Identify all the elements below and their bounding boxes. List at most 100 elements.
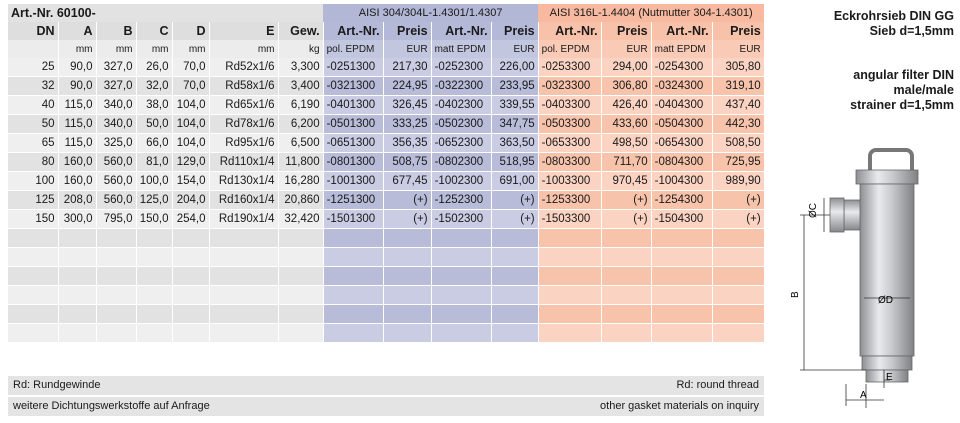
empty-cell [209,285,279,305]
empty-cell [58,285,97,305]
table-cell: 339,55 [491,95,539,115]
table-cell: 104,0 [172,133,210,153]
table-cell: 80 [8,152,59,172]
table-cell: 70,0 [172,76,210,96]
empty-cell [96,247,137,267]
table-cell: -0251300 [323,58,384,77]
unit-cell: EUR [491,40,539,58]
empty-cell [323,266,384,286]
table-cell: -0322300 [431,76,492,96]
table-cell: 32,0 [136,76,173,96]
empty-cell [172,266,210,286]
table-cell: -0651300 [323,133,384,153]
table-cell: 305,80 [712,58,765,77]
table-cell: 327,0 [96,58,137,77]
table-cell: Rd160x1/4 [209,190,279,210]
empty-cell [491,323,539,343]
empty-cell [58,228,97,248]
empty-cell [383,247,432,267]
strainer-drawing: ØC B ØD A E [790,148,919,408]
unit-cell: kg [278,40,324,58]
title-de: Eckrohrsieb DIN GG [833,9,954,23]
strainer-body [829,148,919,383]
table-cell: 347,75 [491,114,539,134]
empty-cell [712,266,765,286]
table-cell: 711,70 [601,152,652,172]
table-cell: -1502300 [431,209,492,229]
table-cell: 115,0 [58,95,97,115]
material-group-316l: AISI 316L-1.4404 (Nutmutter 304-1.4301) [538,4,765,22]
empty-cell [712,285,765,305]
empty-cell [58,247,97,267]
table-cell: Rd78x1/6 [209,114,279,134]
empty-cell [58,323,97,343]
table-row: 125 208,0 560,0 125,0 204,0 Rd160x1/4 20,860 -1… [8,190,765,210]
table-cell: 65 [8,133,59,153]
title-en-3: strainer d=1,5mm [850,98,954,112]
table-cell: 340,0 [96,114,137,134]
empty-cell [538,285,602,305]
table-cell: 560,0 [96,152,137,172]
diameter-c-label: ØC [808,203,819,218]
column-header: Art.-Nr. [538,22,602,40]
table-cell: -1251300 [323,190,384,210]
empty-cell [601,247,652,267]
table-cell: -0804300 [651,152,713,172]
empty-cell [491,285,539,305]
table-cell: 560,0 [96,171,137,191]
material-group-304: AISI 304/304L-1.4301/1.4307 [323,4,539,22]
empty-cell [431,285,492,305]
unit-cell: EUR [601,40,652,58]
table-cell: 300,0 [58,209,97,229]
empty-cell [651,228,713,248]
table-row: 150 300,0 795,0 150,0 254,0 Rd190x1/4 32,420 -1… [8,209,765,229]
table-cell: 340,0 [96,95,137,115]
empty-cell [538,304,602,324]
table-cell: 25 [8,58,59,77]
table-row: 100 160,0 560,0 100,0 154,0 Rd130x1/4 16,280 -1… [8,171,765,191]
empty-cell [601,323,652,343]
unit-cell: EUR [383,40,432,58]
empty-cell [209,304,279,324]
empty-cell [8,228,59,248]
empty-cell [491,266,539,286]
empty-cell [323,228,384,248]
table-cell: 125 [8,190,59,210]
column-header: E [209,22,279,40]
empty-cell [278,285,324,305]
table-cell: 3,400 [278,76,324,96]
empty-cell [491,247,539,267]
empty-cell [278,247,324,267]
unit-cell: mm [58,40,97,58]
table-cell: 16,280 [278,171,324,191]
table-cell: 795,0 [96,209,137,229]
table-cell: 70,0 [172,58,210,77]
table-cell: 433,60 [601,114,652,134]
unit-cell: pol. EPDM [323,40,384,58]
table-row: 80 160,0 560,0 81,0 129,0 Rd110x1/4 11,800 -080… [8,152,765,172]
table-cell: 356,35 [383,133,432,153]
table-cell: (+) [383,209,432,229]
table-cell: 3,300 [278,58,324,77]
empty-cell [96,304,137,324]
table-cell: 725,95 [712,152,765,172]
empty-cell [323,323,384,343]
empty-cell [712,247,765,267]
table-cell: -0654300 [651,133,713,153]
footer-line-2: weitere Dichtungswerkstoffe auf Anfrage … [8,397,764,416]
table-cell: -0252300 [431,58,492,77]
table-cell: 26,0 [136,58,173,77]
column-header: Preis [601,22,652,40]
table-cell: (+) [383,190,432,210]
diameter-d-label: ØD [878,295,893,306]
unit-cell: mm [136,40,173,58]
table-cell: -1001300 [323,171,384,191]
table-cell: -0502300 [431,114,492,134]
empty-cell [209,228,279,248]
table-cell: Rd52x1/6 [209,58,279,77]
empty-cell [58,304,97,324]
column-header: Art.-Nr. [323,22,384,40]
empty-row [8,247,765,267]
table-cell: 989,90 [712,171,765,191]
table-cell: 327,0 [96,76,137,96]
